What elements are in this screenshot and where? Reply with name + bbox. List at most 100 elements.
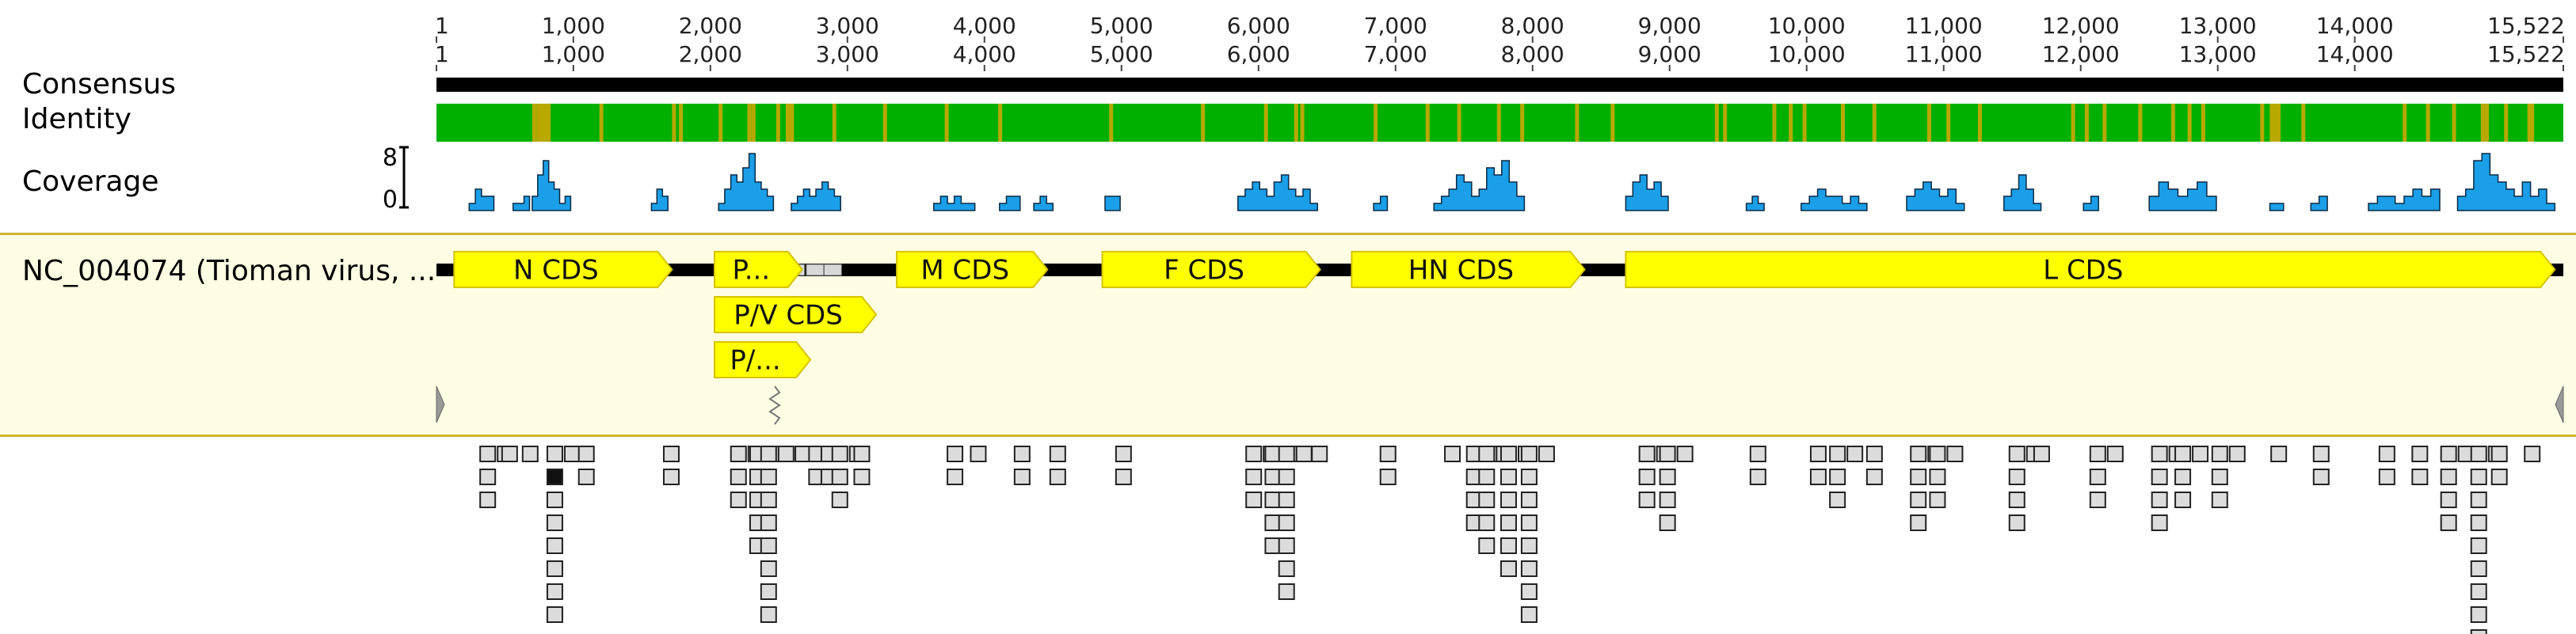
read-box[interactable] [1049,469,1066,485]
read-box[interactable] [1278,537,1295,554]
read-box[interactable] [479,492,497,508]
feature-arrow[interactable] [1101,251,1321,288]
read-box[interactable] [1929,469,1946,485]
read-box[interactable] [546,606,563,623]
read-box[interactable] [1865,469,1883,485]
read-box[interactable] [1115,446,1132,462]
read-box[interactable] [1520,446,1538,462]
read-box[interactable] [1638,492,1656,508]
read-box[interactable] [1829,469,1846,485]
read-box[interactable] [1676,446,1694,462]
read-box[interactable] [947,446,964,462]
read-box[interactable] [1245,446,1263,462]
read-box[interactable] [2089,446,2106,462]
read-box[interactable] [2411,469,2429,485]
read-box[interactable] [1499,560,1517,577]
read-box[interactable] [2106,446,2124,462]
read-box[interactable] [2470,537,2487,554]
read-box[interactable] [730,492,747,508]
read-box[interactable] [2411,446,2429,462]
read-box[interactable] [1379,469,1397,485]
read-box[interactable] [479,446,497,462]
read-box[interactable] [546,583,563,600]
read-box[interactable] [1538,446,1555,462]
feature-arrow[interactable] [714,296,878,333]
read-box[interactable] [2192,446,2209,462]
read-box[interactable] [577,446,595,462]
sequence-name-label[interactable]: NC_004074 (Tioman virus, ... [22,255,436,287]
read-box[interactable] [1278,514,1295,531]
read-box[interactable] [2470,469,2487,485]
read-box[interactable] [730,469,747,485]
read-box[interactable] [1520,606,1538,623]
read-box[interactable] [1865,446,1883,462]
read-box[interactable] [1245,492,1263,508]
read-box[interactable] [2151,492,2168,508]
read-box[interactable] [1295,446,1313,462]
read-box[interactable] [760,560,777,577]
read-box[interactable] [2378,469,2395,485]
read-box[interactable] [2440,514,2457,531]
read-box[interactable] [2151,446,2168,462]
read-box[interactable] [1659,469,1676,485]
read-box[interactable] [1910,514,1927,531]
read-box[interactable] [2524,446,2541,462]
read-box[interactable] [2470,560,2487,577]
read-box[interactable] [1659,514,1676,531]
read-box[interactable] [1499,514,1517,531]
read-box[interactable] [1278,583,1295,600]
read-box[interactable] [1278,469,1295,485]
feature-arrow[interactable] [1625,251,2556,288]
read-box[interactable] [1264,537,1282,554]
read-box[interactable] [2008,469,2025,485]
read-box[interactable] [546,492,563,508]
read-box[interactable] [501,446,518,462]
read-box[interactable] [2151,469,2168,485]
read-box[interactable] [1278,560,1295,577]
read-box[interactable] [760,583,777,600]
read-box[interactable] [2174,492,2192,508]
read-box[interactable] [760,492,777,508]
read-box[interactable] [2470,606,2487,623]
read-box[interactable] [546,514,563,531]
read-box[interactable] [2440,469,2457,485]
read-box[interactable] [1379,446,1397,462]
read-box[interactable] [1520,514,1538,531]
read-box[interactable] [1311,446,1328,462]
read-box[interactable] [1638,446,1656,462]
read-box[interactable] [831,492,848,508]
read-box[interactable] [760,606,777,623]
read-box[interactable] [1946,446,1964,462]
read-box[interactable] [1264,514,1282,531]
read-box[interactable] [1659,446,1676,462]
read-box[interactable] [1478,514,1496,531]
read-box[interactable] [1829,446,1846,462]
read-box[interactable] [1520,560,1538,577]
read-box[interactable] [1749,469,1766,485]
read-box[interactable] [546,469,563,485]
read-box[interactable] [2490,469,2508,485]
feature-arrow[interactable] [1351,251,1586,288]
read-box[interactable] [1013,469,1031,485]
read-box[interactable] [1520,583,1538,600]
read-box[interactable] [1929,446,1946,462]
read-box[interactable] [1264,492,1282,508]
feature-arrow[interactable] [896,251,1049,288]
read-box[interactable] [1245,469,1263,485]
read-box[interactable] [853,469,871,485]
read-box[interactable] [662,469,680,485]
read-box[interactable] [760,446,777,462]
read-box[interactable] [853,446,871,462]
read-box[interactable] [760,514,777,531]
read-box[interactable] [1638,469,1656,485]
read-box[interactable] [2470,446,2487,462]
read-box[interactable] [1478,469,1496,485]
scroll-left-icon[interactable] [436,385,445,423]
read-box[interactable] [2470,583,2487,600]
read-box[interactable] [831,446,848,462]
scroll-right-icon[interactable] [2555,385,2564,423]
read-box[interactable] [1499,492,1517,508]
read-box[interactable] [546,560,563,577]
feature-arrow[interactable] [714,341,812,378]
read-box[interactable] [1278,446,1295,462]
